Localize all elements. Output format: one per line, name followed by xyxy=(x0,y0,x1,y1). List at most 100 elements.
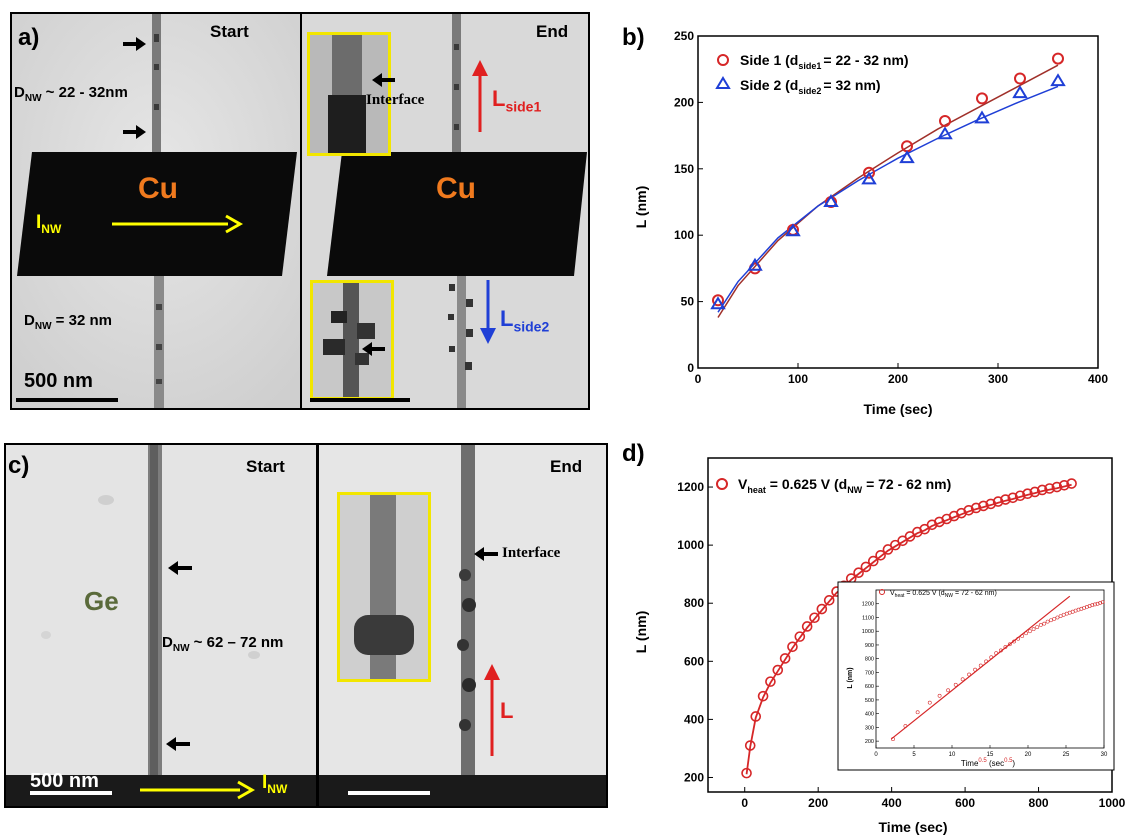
data-point xyxy=(816,603,828,615)
data-point xyxy=(741,767,752,779)
x-tick-label: 600 xyxy=(955,796,975,810)
panel-d-letter: d) xyxy=(622,440,645,467)
inset-y-tick-label: 600 xyxy=(865,684,874,690)
red-up-arrow-icon xyxy=(484,664,500,756)
blue-down-arrow-icon xyxy=(480,280,496,344)
panel-a-material-right: Cu xyxy=(436,172,476,205)
panel-c-scale-label: 500 nm xyxy=(30,770,99,792)
data-point xyxy=(992,496,1004,507)
data-point-side1 xyxy=(712,294,724,307)
data-point xyxy=(978,500,989,512)
x-tick-label: 200 xyxy=(808,796,828,810)
current-arrow-icon xyxy=(140,780,256,800)
fit-line-1 xyxy=(717,64,1059,318)
panel-c-inset xyxy=(337,492,431,682)
lower-inset xyxy=(310,280,394,400)
inset-data-point xyxy=(915,710,920,715)
legend-marker-d xyxy=(716,478,728,490)
panel-a-current-label: INW xyxy=(36,212,62,236)
inset-data-point xyxy=(1100,600,1105,604)
inset-y-tick-label: 400 xyxy=(865,712,874,718)
inset-x-tick-label: 15 xyxy=(987,752,994,758)
inset-data-point xyxy=(1049,618,1053,623)
inset-data-point xyxy=(1007,642,1012,647)
inset-x-tick-label: 0 xyxy=(874,752,878,758)
data-point-side2 xyxy=(747,257,763,271)
red-up-arrow-icon xyxy=(472,60,488,132)
inset-data-point xyxy=(1095,601,1100,606)
data-point-side2 xyxy=(974,110,990,124)
legend-label-d: Vheat = 0.625 V (dNW = 72 - 62 nm) xyxy=(738,476,951,495)
y-tick-label: 0 xyxy=(687,361,694,375)
panel-b-letter: b) xyxy=(622,24,645,51)
x-tick-label: 400 xyxy=(1088,372,1108,386)
inset-data-point xyxy=(989,655,994,660)
legend-marker-side2 xyxy=(715,76,731,89)
inset-x-tick-label: 30 xyxy=(1101,752,1108,758)
y-tick-label: 400 xyxy=(684,712,704,726)
x-tick-label: 400 xyxy=(882,796,902,810)
panel-c-start-label: Start xyxy=(246,457,285,476)
fit-line-2 xyxy=(717,85,1059,313)
y-tick-label: 200 xyxy=(674,95,694,109)
data-point xyxy=(963,504,975,516)
arrow-icon xyxy=(166,737,190,751)
inset-x-tick-label: 20 xyxy=(1025,752,1032,758)
panel-a-lside1-label: Lside1 xyxy=(492,86,542,115)
inset-data-point xyxy=(937,693,942,698)
inset-data-point xyxy=(1031,627,1036,632)
data-point-side2 xyxy=(937,126,953,140)
y-tick-label: 100 xyxy=(674,228,694,242)
panel-c-start-image xyxy=(4,443,318,808)
inset-y-tick-label: 200 xyxy=(865,739,874,745)
data-point-side1 xyxy=(1014,72,1026,85)
arrow-icon xyxy=(123,37,146,51)
inset-x-tick-label: 25 xyxy=(1063,752,1070,758)
inset-legend-marker xyxy=(879,589,885,595)
data-point xyxy=(787,641,798,653)
x-tick-label: 100 xyxy=(788,372,808,386)
panel-a-interface-label: Interface xyxy=(366,92,425,108)
inset-y-tick-label: 500 xyxy=(865,698,874,704)
panel-c-diameter-label: DNW ~ 62 – 72 nm xyxy=(162,634,284,654)
inset-data-point xyxy=(1038,623,1043,627)
y-tick-label: 150 xyxy=(674,162,694,176)
inset-data-point xyxy=(978,663,983,668)
data-point xyxy=(779,653,791,664)
inset-data-point xyxy=(1093,602,1097,607)
data-point-side2 xyxy=(861,171,877,185)
data-point xyxy=(1051,481,1063,493)
inset-data-point xyxy=(953,682,958,687)
inset-data-point xyxy=(1020,634,1025,638)
inset-data-point xyxy=(1027,629,1032,634)
data-point xyxy=(801,621,813,632)
panel-a-overlay-arrows xyxy=(16,37,496,402)
panel-c-end-image xyxy=(317,443,608,808)
chart-b-legend: Side 1 (dside1 = 22 - 32 nm) Side 2 (dsid… xyxy=(715,52,909,96)
inset-y-tick-label: 700 xyxy=(865,670,874,676)
data-point xyxy=(1022,488,1033,500)
arrow-icon xyxy=(474,547,498,561)
y-tick-label: 50 xyxy=(681,295,695,309)
inset-fit-line xyxy=(890,595,1071,740)
panel-c-overlay-arrows xyxy=(30,547,500,800)
x-tick-label: 1000 xyxy=(1099,796,1125,810)
data-point xyxy=(765,676,776,687)
inset-data-point xyxy=(1042,621,1047,626)
data-point xyxy=(1058,480,1070,491)
panel-c-material-label: Ge xyxy=(84,586,119,616)
data-point-side1 xyxy=(1052,52,1064,65)
inset-data-point xyxy=(946,688,950,693)
chart-b: 0 100 200 300 400 0 50 100 150 200 250 Side 1 (dsi… xyxy=(633,29,1108,417)
data-point-side2 xyxy=(899,150,915,164)
inset-y-tick-label: 300 xyxy=(865,725,874,731)
panel-c-l-label: L xyxy=(500,698,514,723)
arrow-icon xyxy=(123,125,146,139)
arrow-icon xyxy=(362,342,385,356)
data-point xyxy=(823,595,835,606)
data-point xyxy=(853,567,864,579)
inset-data-point xyxy=(998,648,1003,653)
data-point xyxy=(985,498,997,510)
panel-a-end-image xyxy=(300,12,590,410)
